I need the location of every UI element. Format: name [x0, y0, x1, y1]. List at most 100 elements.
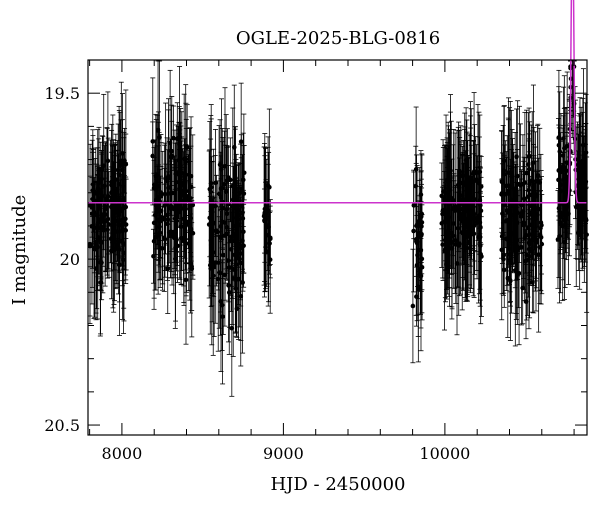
y-tick-label: 19.5 [44, 84, 80, 103]
point-marker [112, 194, 118, 199]
point-marker [262, 217, 267, 223]
point-marker [226, 283, 231, 288]
point-marker [237, 256, 243, 262]
data-point [209, 182, 215, 323]
data-point [183, 215, 189, 345]
point-marker [453, 242, 459, 247]
point-marker [183, 223, 188, 229]
point-marker [89, 205, 95, 210]
data-point [180, 148, 186, 243]
data-point [478, 184, 484, 325]
point-marker [582, 214, 587, 220]
point-marker [218, 234, 224, 240]
point-marker [237, 190, 243, 196]
point-marker [533, 193, 539, 199]
point-marker [512, 242, 518, 248]
point-marker [190, 202, 196, 208]
data-point [232, 195, 238, 287]
data-point [505, 218, 511, 338]
data-point [555, 118, 561, 242]
x-axis-label: HJD - 2450000 [270, 474, 405, 495]
point-marker [120, 221, 125, 227]
point-marker [104, 196, 110, 202]
point-marker [231, 145, 237, 150]
data-point [167, 69, 173, 216]
point-marker [185, 197, 191, 202]
point-marker [526, 187, 532, 193]
point-marker [410, 303, 416, 309]
point-marker [220, 252, 226, 258]
point-marker [446, 207, 451, 212]
point-marker [156, 196, 162, 201]
point-marker [174, 218, 179, 224]
point-marker [557, 233, 562, 239]
data-point [414, 165, 420, 322]
data-point [457, 129, 463, 213]
data-point [92, 180, 98, 318]
data-point [531, 155, 537, 265]
point-marker [222, 163, 228, 169]
point-marker [473, 178, 479, 183]
point-marker [228, 177, 233, 183]
data-point [182, 181, 188, 271]
point-marker [503, 191, 508, 197]
point-marker [265, 232, 271, 238]
point-marker [457, 168, 463, 174]
point-marker [419, 224, 424, 229]
point-marker [151, 253, 156, 259]
data-point [576, 123, 582, 235]
point-marker [151, 238, 157, 244]
data-point [207, 195, 213, 335]
point-marker [535, 173, 541, 178]
point-marker [525, 257, 530, 263]
point-marker [558, 214, 563, 220]
data-point [101, 145, 107, 227]
data-point [418, 183, 424, 269]
data-point [110, 176, 116, 309]
point-marker [116, 212, 122, 218]
data-point [445, 182, 451, 237]
point-marker [181, 216, 186, 222]
point-marker [414, 223, 419, 229]
point-marker [557, 220, 563, 226]
data-point [411, 171, 417, 240]
data-point [90, 149, 96, 233]
data-point [453, 185, 459, 304]
point-marker [576, 176, 582, 182]
data-point [165, 179, 171, 269]
x-tick-label: 10000 [419, 444, 470, 463]
point-marker [439, 221, 445, 226]
x-tick-label: 8000 [102, 444, 143, 463]
data-point [520, 144, 526, 224]
data-point [119, 167, 125, 282]
point-marker [234, 306, 240, 312]
point-marker [448, 187, 453, 193]
point-marker [208, 180, 214, 186]
point-marker [238, 251, 243, 256]
data-point [410, 248, 416, 364]
point-marker [444, 177, 450, 183]
model-curve [88, 0, 587, 204]
point-marker [233, 215, 239, 221]
point-marker [471, 223, 477, 228]
data-point [187, 161, 193, 301]
point-marker [517, 182, 522, 187]
point-marker [451, 221, 457, 226]
point-marker [109, 179, 115, 185]
data-point [218, 155, 224, 222]
data-point [108, 205, 114, 272]
point-marker [267, 257, 273, 262]
point-marker [520, 181, 526, 187]
point-marker [157, 135, 162, 140]
data-point [150, 228, 156, 284]
data-point [267, 205, 273, 314]
point-marker [505, 275, 511, 281]
data-point [219, 98, 225, 241]
point-marker [176, 170, 182, 175]
data-point [222, 87, 228, 246]
point-marker [474, 219, 480, 225]
point-marker [467, 216, 473, 222]
point-marker [443, 190, 449, 196]
point-marker [578, 182, 584, 187]
